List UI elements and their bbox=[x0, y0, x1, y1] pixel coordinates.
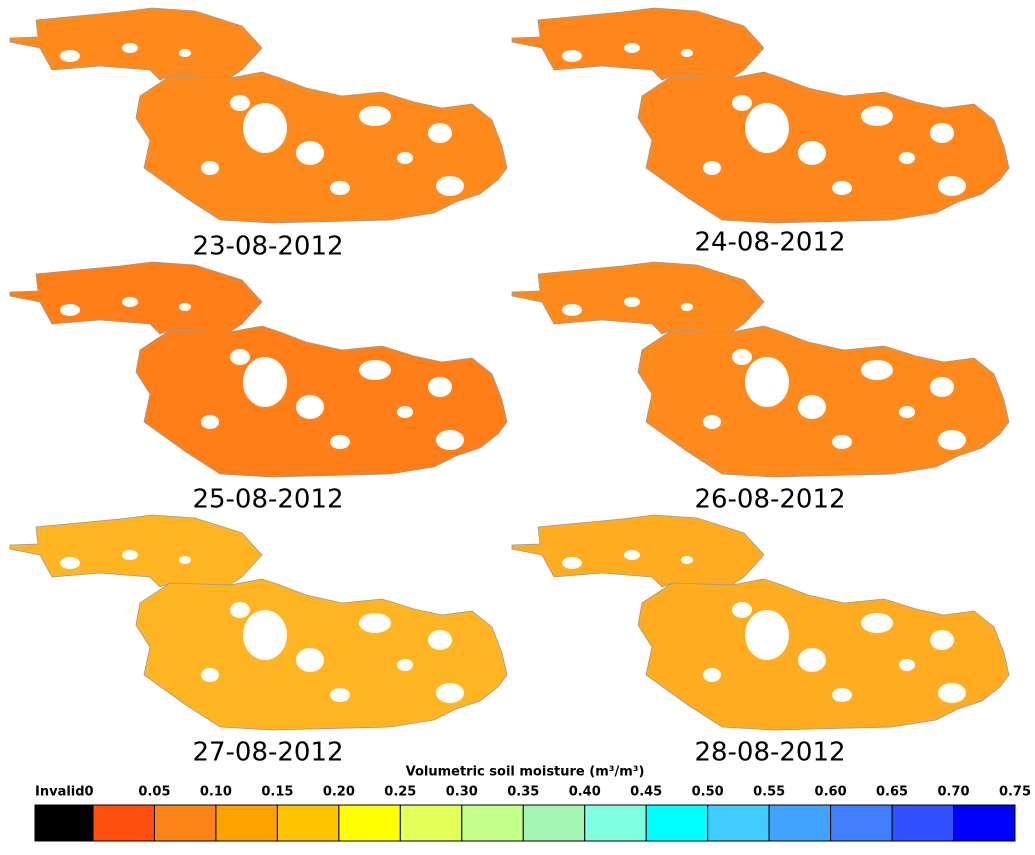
legend-color-box bbox=[892, 805, 953, 841]
legend-color-box bbox=[93, 805, 154, 841]
legend-tick-label: 0.05 bbox=[138, 785, 170, 800]
map-date: 28-08-2012 bbox=[694, 738, 845, 768]
legend-invalid-label: Invalid bbox=[35, 785, 85, 800]
legend-tick-label: 0.45 bbox=[630, 785, 662, 800]
legend-tick-label: 0.55 bbox=[753, 785, 785, 800]
legend-color-box bbox=[646, 805, 707, 841]
legend-color-box bbox=[35, 805, 93, 841]
legend-color-box bbox=[523, 805, 584, 841]
legend-tick-label: 0.15 bbox=[261, 785, 293, 800]
legend-title: Volumetric soil moisture (m³/m³) bbox=[406, 765, 645, 780]
legend-color-box bbox=[339, 805, 400, 841]
legend-tick-label: 0.10 bbox=[200, 785, 232, 800]
legend-color-box bbox=[400, 805, 461, 841]
soil-moisture-map bbox=[512, 515, 1009, 730]
legend-tick-label: 0.60 bbox=[815, 785, 847, 800]
map-date: 25-08-2012 bbox=[192, 485, 343, 515]
legend-tick-label: 0.40 bbox=[569, 785, 601, 800]
legend-tick-label: 0.30 bbox=[446, 785, 478, 800]
legend-color-box bbox=[585, 805, 646, 841]
soil-moisture-map bbox=[10, 515, 507, 730]
legend-tick-label: 0.65 bbox=[876, 785, 908, 800]
soil-moisture-map bbox=[10, 262, 507, 477]
legend-tick-label: 0.25 bbox=[384, 785, 416, 800]
legend-color-box bbox=[277, 805, 338, 841]
legend-color-box bbox=[708, 805, 769, 841]
map-date: 24-08-2012 bbox=[694, 228, 845, 258]
legend-color-box bbox=[154, 805, 215, 841]
legend-color-box bbox=[216, 805, 277, 841]
legend-tick-label: 0.70 bbox=[937, 785, 969, 800]
legend-color-box bbox=[954, 805, 1015, 841]
legend-color-box bbox=[831, 805, 892, 841]
legend-tick-label: 0 bbox=[84, 785, 93, 800]
map-date: 23-08-2012 bbox=[192, 232, 343, 262]
soil-moisture-map bbox=[512, 262, 1009, 477]
map-date: 27-08-2012 bbox=[192, 738, 343, 768]
legend-tick-label: 0.50 bbox=[692, 785, 724, 800]
soil-moisture-map bbox=[512, 8, 1009, 223]
soil-moisture-map bbox=[10, 8, 507, 223]
legend-tick-label: 0.35 bbox=[507, 785, 539, 800]
legend-tick-label: 0.75 bbox=[999, 785, 1031, 800]
figure-canvas: Volumetric soil moisture (m³/m³) Invalid… bbox=[0, 0, 1035, 855]
legend-tick-label: 0.20 bbox=[323, 785, 355, 800]
legend-color-box bbox=[769, 805, 830, 841]
map-date: 26-08-2012 bbox=[694, 485, 845, 515]
figure: Volumetric soil moisture (m³/m³) Invalid… bbox=[0, 0, 1035, 855]
legend-color-box bbox=[462, 805, 523, 841]
